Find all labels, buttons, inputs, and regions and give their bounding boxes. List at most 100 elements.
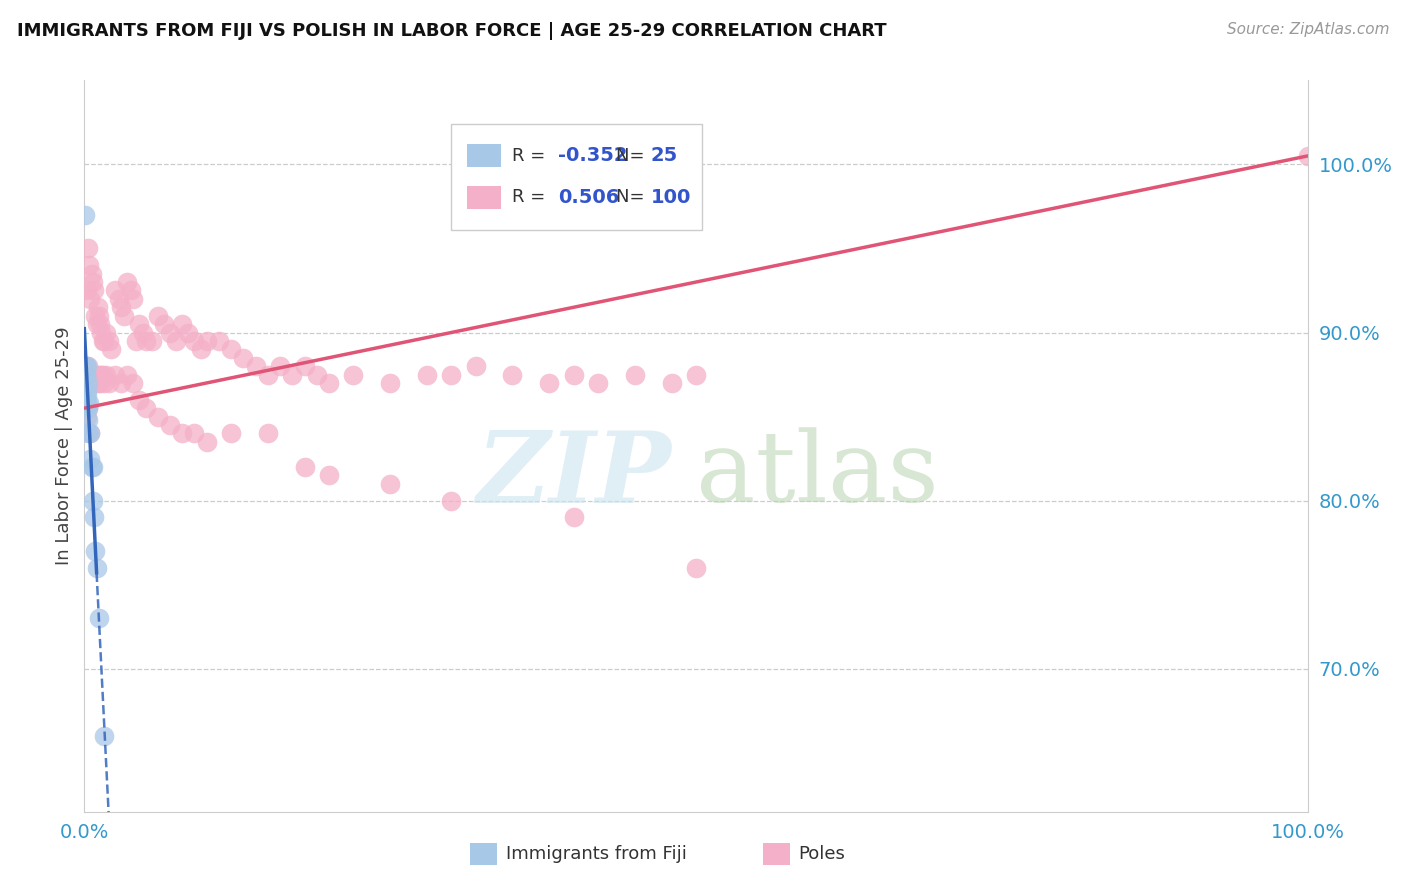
Point	[502, 368, 524, 382]
Point	[89, 317, 111, 331]
Point	[269, 359, 291, 373]
Point	[232, 351, 254, 365]
Point	[77, 401, 100, 416]
Point	[281, 368, 304, 382]
Point	[96, 326, 118, 340]
Point	[141, 334, 163, 348]
Point	[159, 326, 181, 340]
Point	[318, 376, 340, 390]
Point	[135, 401, 157, 416]
Text: Poles: Poles	[799, 845, 845, 863]
Text: IMMIGRANTS FROM FIJI VS POLISH IN LABOR FORCE | AGE 25-29 CORRELATION CHART: IMMIGRANTS FROM FIJI VS POLISH IN LABOR …	[17, 22, 887, 40]
Point	[97, 334, 120, 348]
Point	[159, 417, 181, 432]
Point	[87, 376, 110, 390]
Point	[77, 426, 100, 441]
Text: R =: R =	[513, 188, 551, 206]
Point	[135, 334, 157, 348]
Point	[172, 426, 194, 441]
Point	[661, 376, 683, 390]
Point	[104, 284, 127, 298]
Text: ZIP: ZIP	[477, 427, 672, 524]
Point	[318, 468, 340, 483]
Point	[93, 334, 115, 348]
Point	[128, 392, 150, 407]
Point	[75, 359, 97, 373]
Point	[77, 396, 100, 410]
Point	[464, 359, 486, 373]
Point	[342, 368, 364, 382]
Point	[79, 376, 101, 390]
Point	[1296, 149, 1319, 163]
Bar	[467, 186, 502, 209]
Point	[79, 426, 101, 441]
Text: N=: N=	[616, 188, 651, 206]
Point	[380, 476, 402, 491]
Point	[86, 368, 108, 382]
Text: 100: 100	[651, 188, 692, 207]
Point	[82, 275, 104, 289]
Point	[77, 368, 100, 382]
Point	[685, 561, 707, 575]
Bar	[467, 144, 502, 168]
Point	[115, 368, 138, 382]
Point	[77, 376, 100, 390]
Point	[562, 368, 585, 382]
Point	[110, 300, 132, 314]
Point	[183, 334, 205, 348]
Point	[76, 409, 98, 424]
Point	[83, 284, 105, 298]
FancyBboxPatch shape	[451, 124, 702, 230]
Point	[90, 368, 112, 382]
Point	[76, 384, 98, 399]
Point	[82, 460, 104, 475]
Point	[77, 359, 100, 373]
Point	[104, 368, 127, 382]
Point	[75, 368, 97, 382]
Point	[257, 426, 280, 441]
Point	[84, 544, 107, 558]
Point	[76, 413, 98, 427]
Point	[305, 368, 328, 382]
Point	[83, 510, 105, 524]
Point	[165, 334, 187, 348]
Point	[624, 368, 647, 382]
Text: 25: 25	[651, 146, 678, 165]
Point	[183, 426, 205, 441]
Point	[91, 334, 114, 348]
Point	[91, 368, 114, 382]
Point	[107, 292, 129, 306]
Point	[219, 426, 242, 441]
Point	[76, 389, 98, 403]
Point	[110, 376, 132, 390]
Point	[132, 326, 155, 340]
Point	[77, 258, 100, 272]
Point	[100, 343, 122, 357]
Point	[208, 334, 231, 348]
Point	[76, 359, 98, 373]
Point	[83, 368, 105, 382]
Bar	[470, 843, 496, 865]
Text: N=: N=	[616, 146, 651, 165]
Point	[80, 368, 103, 382]
Text: 0.506: 0.506	[558, 188, 619, 207]
Point	[75, 401, 97, 416]
Text: atlas: atlas	[696, 427, 939, 523]
Point	[97, 376, 120, 390]
Point	[86, 561, 108, 575]
Point	[195, 334, 218, 348]
Point	[115, 275, 138, 289]
Point	[122, 376, 145, 390]
Point	[125, 334, 148, 348]
Point	[80, 267, 103, 281]
Point	[89, 376, 111, 390]
Point	[77, 242, 100, 256]
Point	[190, 343, 212, 357]
Point	[77, 401, 100, 416]
Point	[75, 392, 97, 407]
Y-axis label: In Labor Force | Age 25-29: In Labor Force | Age 25-29	[55, 326, 73, 566]
Point	[87, 611, 110, 625]
Text: -0.352: -0.352	[558, 146, 627, 165]
Point	[245, 359, 267, 373]
Point	[586, 376, 609, 390]
